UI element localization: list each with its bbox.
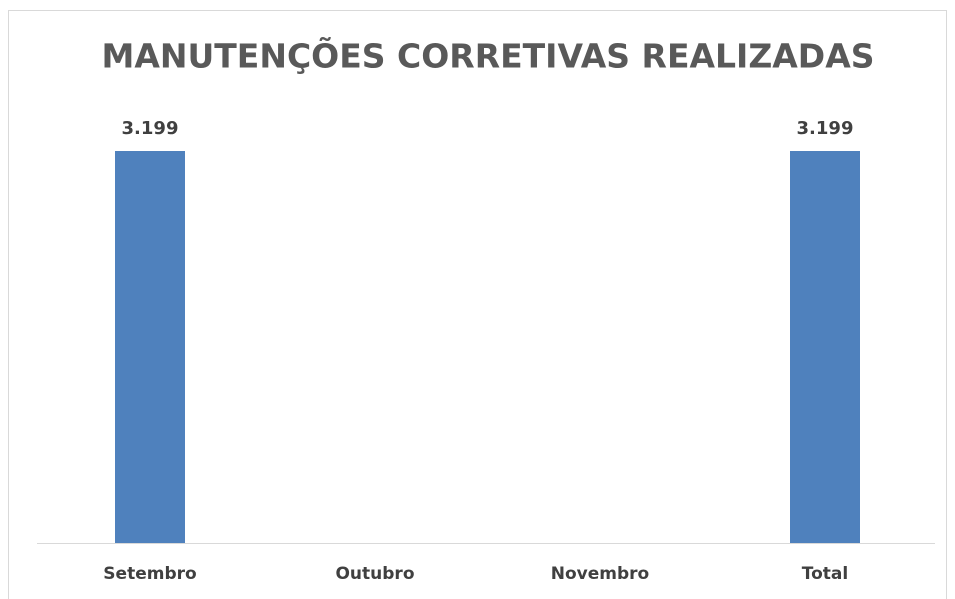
data-label: 3.199 bbox=[797, 118, 854, 139]
data-label: 3.199 bbox=[122, 118, 179, 139]
x-tick-label: Novembro bbox=[551, 564, 649, 584]
x-tick-label: Setembro bbox=[103, 564, 196, 584]
bar bbox=[115, 151, 185, 543]
x-tick-label: Total bbox=[802, 564, 848, 584]
chart-title: MANUTENÇÕES CORRETIVAS REALIZADAS bbox=[101, 36, 874, 76]
x-tick-label: Outubro bbox=[335, 564, 414, 584]
bar bbox=[790, 151, 860, 543]
